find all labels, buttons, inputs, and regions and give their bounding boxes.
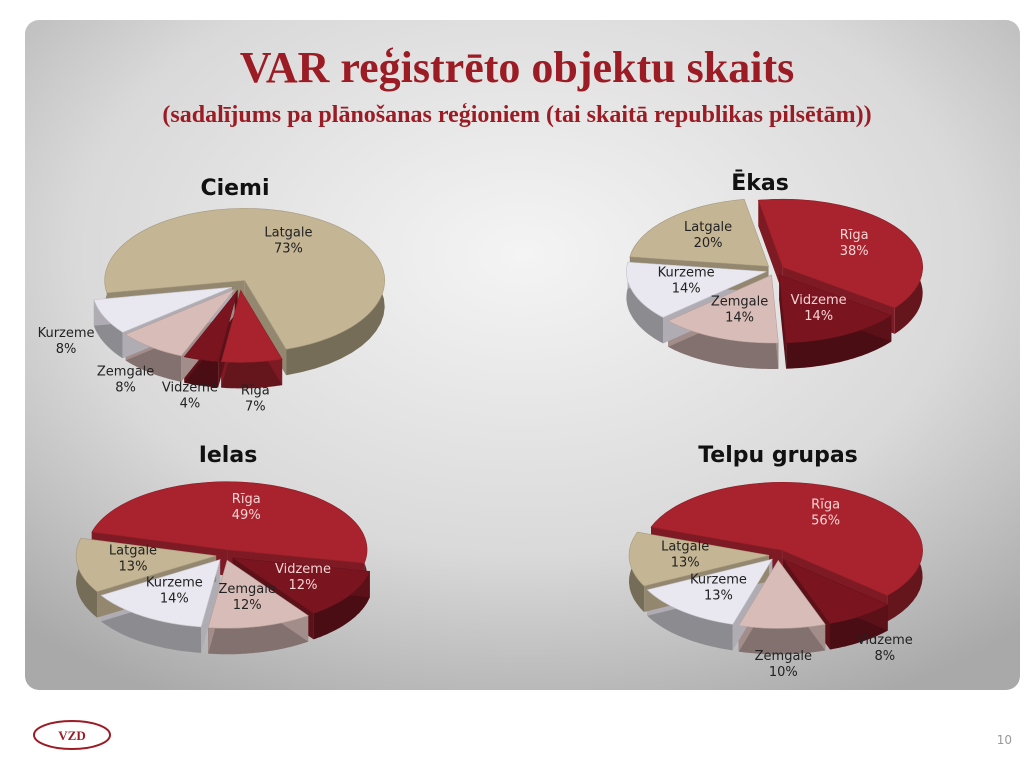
data-label-category: Rīga (840, 228, 869, 243)
pie-labels: Latgale73%Rīga7%Vidzeme4%Zemgale8%Kurzem… (38, 226, 313, 415)
pie-slice (104, 208, 385, 350)
slide-subtitle: (sadalījums pa plānošanas reģioniem (tai… (162, 102, 871, 128)
data-label-category: Vidzeme (857, 633, 913, 648)
data-label-value: 14% (725, 311, 754, 326)
data-label-value: 13% (119, 560, 148, 575)
pie-slice (667, 274, 779, 344)
pie-slice (232, 557, 371, 614)
pie-slice (626, 261, 767, 318)
data-label-category: Vidzeme (275, 562, 331, 577)
pie-slice (100, 559, 221, 628)
pie-slice (91, 481, 368, 564)
pie-slice (628, 531, 770, 587)
data-label-value: 12% (289, 578, 318, 593)
chart-title: Ēkas (731, 170, 789, 196)
data-label-value: 20% (694, 236, 723, 251)
data-label-value: 73% (274, 242, 303, 257)
pie-tops (626, 198, 923, 344)
data-label-value: 8% (115, 380, 136, 395)
data-label-value: 14% (160, 592, 189, 607)
pie-slice (93, 286, 232, 333)
data-label-value: 4% (180, 397, 201, 412)
data-label-category: Kurzeme (658, 266, 715, 281)
pie-slice-side (101, 595, 202, 653)
pie-slice-side (208, 615, 309, 655)
pie-slice-side (76, 538, 98, 618)
pie-chart: ĒkasRīga38%Vidzeme14%Zemgale14%Kurzeme14… (626, 170, 923, 369)
data-label-category: Vidzeme (791, 293, 847, 308)
pie-slice-wall (758, 200, 783, 294)
pie-labels: Rīga56%Vidzeme8%Zemgale10%Kurzeme13%Latg… (661, 497, 913, 679)
data-label-value: 13% (704, 588, 733, 603)
pie-labels: Rīga38%Vidzeme14%Zemgale14%Kurzeme14%Lat… (658, 220, 869, 326)
data-label-category: Vidzeme (162, 381, 218, 396)
data-label-category: Latgale (684, 220, 732, 235)
data-label-value: 10% (769, 665, 798, 680)
data-label-category: Zemgale (755, 649, 812, 664)
data-label-category: Latgale (109, 544, 157, 559)
pie-slice (124, 289, 235, 357)
pie-chart: IelasRīga49%Vidzeme12%Zemgale12%Kurzeme1… (75, 443, 371, 655)
pie-slice (207, 559, 309, 629)
pie-slice-wall (779, 274, 787, 369)
page-number: 10 (997, 733, 1012, 747)
data-label-value: 56% (811, 513, 840, 528)
data-label-value: 7% (245, 400, 266, 415)
data-label-value: 14% (804, 309, 833, 324)
data-label-category: Latgale (264, 226, 312, 241)
pie-slice (650, 482, 923, 596)
pie-slice (75, 537, 217, 592)
data-label-category: Rīga (241, 384, 270, 399)
data-label-value: 14% (672, 282, 701, 297)
pie-slice (757, 198, 923, 309)
data-label-value: 38% (840, 244, 869, 259)
pie-slice (778, 274, 892, 343)
logo-text: VZD (58, 728, 85, 743)
data-label-category: Kurzeme (690, 572, 747, 587)
pie-chart: CiemiLatgale73%Rīga7%Vidzeme4%Zemgale8%K… (38, 176, 385, 415)
pie-slice-side (738, 624, 826, 655)
chart-title: Ciemi (200, 176, 269, 201)
chart-title: Ielas (199, 443, 258, 468)
pie-slice (183, 290, 238, 362)
pie-slice (220, 289, 283, 363)
charts: CiemiLatgale73%Rīga7%Vidzeme4%Zemgale8%K… (38, 170, 923, 680)
data-label-value: 12% (233, 598, 262, 613)
data-label-category: Zemgale (711, 295, 768, 310)
data-label-category: Zemgale (97, 364, 154, 379)
slide-title: VAR reģistrēto objektu skaits (240, 43, 794, 92)
pie-tops (628, 482, 923, 629)
data-label-value: 49% (232, 508, 261, 523)
logo: VZD (33, 720, 111, 750)
data-label-category: Rīga (811, 497, 840, 512)
pie-slice-side (313, 571, 370, 640)
pie-tops (75, 481, 371, 629)
data-label-category: Rīga (232, 492, 261, 507)
pie-slice (782, 558, 889, 624)
data-label-category: Kurzeme (146, 576, 203, 591)
pie-labels: Rīga49%Vidzeme12%Zemgale12%Kurzeme14%Lat… (109, 492, 331, 613)
pie-tops (93, 208, 385, 363)
logo-ring (33, 720, 111, 750)
pie-slice (646, 558, 773, 625)
data-label-category: Kurzeme (38, 326, 95, 341)
data-label-value: 8% (56, 342, 77, 357)
data-label-category: Zemgale (218, 582, 275, 597)
data-label-value: 13% (671, 556, 700, 571)
data-label-category: Latgale (661, 540, 709, 555)
data-label-value: 8% (874, 649, 895, 664)
pie-slice-side (626, 262, 663, 344)
pie-slice (738, 559, 826, 629)
pie-slice (629, 198, 769, 267)
chart-title: Telpu grupas (698, 443, 858, 468)
pie-slice-side (221, 359, 283, 389)
